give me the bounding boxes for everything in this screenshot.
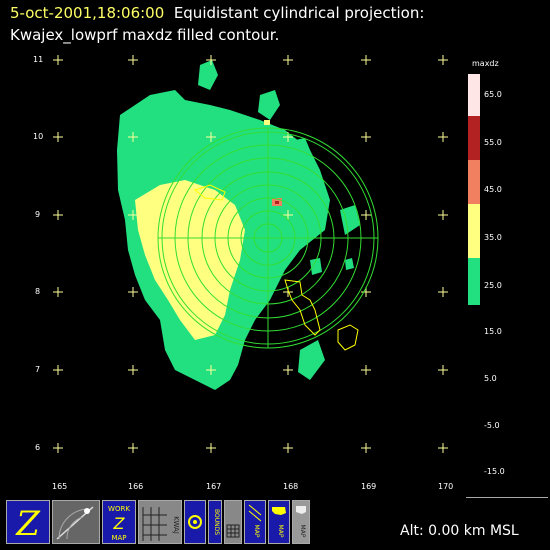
work-map-label: MAP — [111, 534, 126, 542]
colorbar-label: 55.0 — [484, 138, 502, 147]
map-overlay-button-1[interactable]: MAP — [244, 500, 266, 544]
colorbar-label: -5.0 — [484, 421, 500, 430]
grid-icon — [226, 524, 240, 538]
grid-markers — [53, 55, 448, 453]
bounds-button[interactable]: BOUNDS — [208, 500, 222, 544]
kwaj-grid-button[interactable]: KWAJ — [138, 500, 182, 544]
colorbar-divider — [466, 497, 548, 498]
colorbar-title: maxdz — [472, 59, 499, 68]
colorbar-label: 45.0 — [484, 185, 502, 194]
colorbar-label: -15.0 — [484, 467, 505, 476]
x-tick: 168 — [283, 482, 299, 491]
colorbar-label: 65.0 — [484, 90, 502, 99]
work-z-map-icon: WORK Z MAP — [108, 505, 130, 542]
colorbar-swatch-65 — [468, 74, 480, 116]
map-label: MAP — [277, 525, 284, 538]
timestamp: 5-oct-2001,18:06:00 — [10, 4, 165, 22]
radar-sweep-button[interactable] — [52, 500, 100, 544]
grid-toggle-button[interactable] — [224, 500, 242, 544]
work-z-map-button[interactable]: WORK Z MAP — [102, 500, 136, 544]
bounds-label: BOUNDS — [213, 509, 220, 535]
z-field-button[interactable]: Z — [6, 500, 50, 544]
y-tick: 7 — [35, 365, 41, 374]
colorbar-label: 15.0 — [484, 327, 502, 336]
map-overlay-button-2[interactable]: MAP — [268, 500, 290, 544]
colorbar-swatch-45 — [468, 160, 480, 204]
y-tick: 8 — [35, 287, 41, 296]
colorbar-swatch-55 — [468, 116, 480, 160]
z-icon: Z — [15, 504, 41, 543]
range-rings — [157, 127, 379, 349]
x-tick: 170 — [438, 482, 454, 491]
plot-subtitle: Kwajex_lowprf maxdz filled contour. — [10, 26, 280, 44]
colorbar-label: 25.0 — [484, 281, 502, 290]
coastlines — [193, 184, 359, 351]
projection-label: Equidistant cylindrical projection: — [173, 4, 425, 22]
y-tick: 10 — [33, 132, 44, 141]
x-tick: 167 — [206, 482, 222, 491]
z-icon-glyph: Z — [15, 504, 41, 543]
radar-sweep-icon — [56, 506, 94, 540]
y-tick: 11 — [33, 55, 44, 64]
altitude-readout: Alt: 0.00 km MSL — [400, 523, 519, 539]
work-z-label: Z — [113, 514, 126, 533]
kwaj-label: KWAJ — [172, 516, 180, 534]
map-overlay-button-3[interactable]: MAP — [292, 500, 310, 544]
kwaj-grid-icon: KWAJ — [142, 507, 180, 541]
y-tick: 6 — [35, 443, 41, 452]
y-tick: 9 — [35, 210, 41, 219]
gear-button[interactable] — [184, 500, 206, 544]
colorbar-label: 5.0 — [484, 374, 497, 383]
gear-icon — [188, 515, 202, 529]
map-label: MAP — [299, 525, 306, 538]
x-tick: 166 — [128, 482, 144, 491]
map-label: MAP — [253, 525, 260, 538]
map-lines-icon: MAP — [248, 504, 262, 538]
usa-map-icon: MAP — [272, 507, 286, 538]
x-tick: 169 — [361, 482, 377, 491]
echo-high-region — [264, 120, 282, 206]
map-shape-icon: MAP — [296, 506, 306, 538]
colorbar-swatch-25 — [468, 258, 480, 305]
plot-title-line1: 5-oct-2001,18:06:00 Equidistant cylindri… — [10, 4, 424, 22]
colorbar-swatch-35 — [468, 204, 480, 258]
x-tick: 165 — [52, 482, 68, 491]
work-label: WORK — [108, 505, 130, 513]
colorbar-label: 35.0 — [484, 233, 502, 242]
bounds-icon: BOUNDS — [213, 509, 220, 535]
